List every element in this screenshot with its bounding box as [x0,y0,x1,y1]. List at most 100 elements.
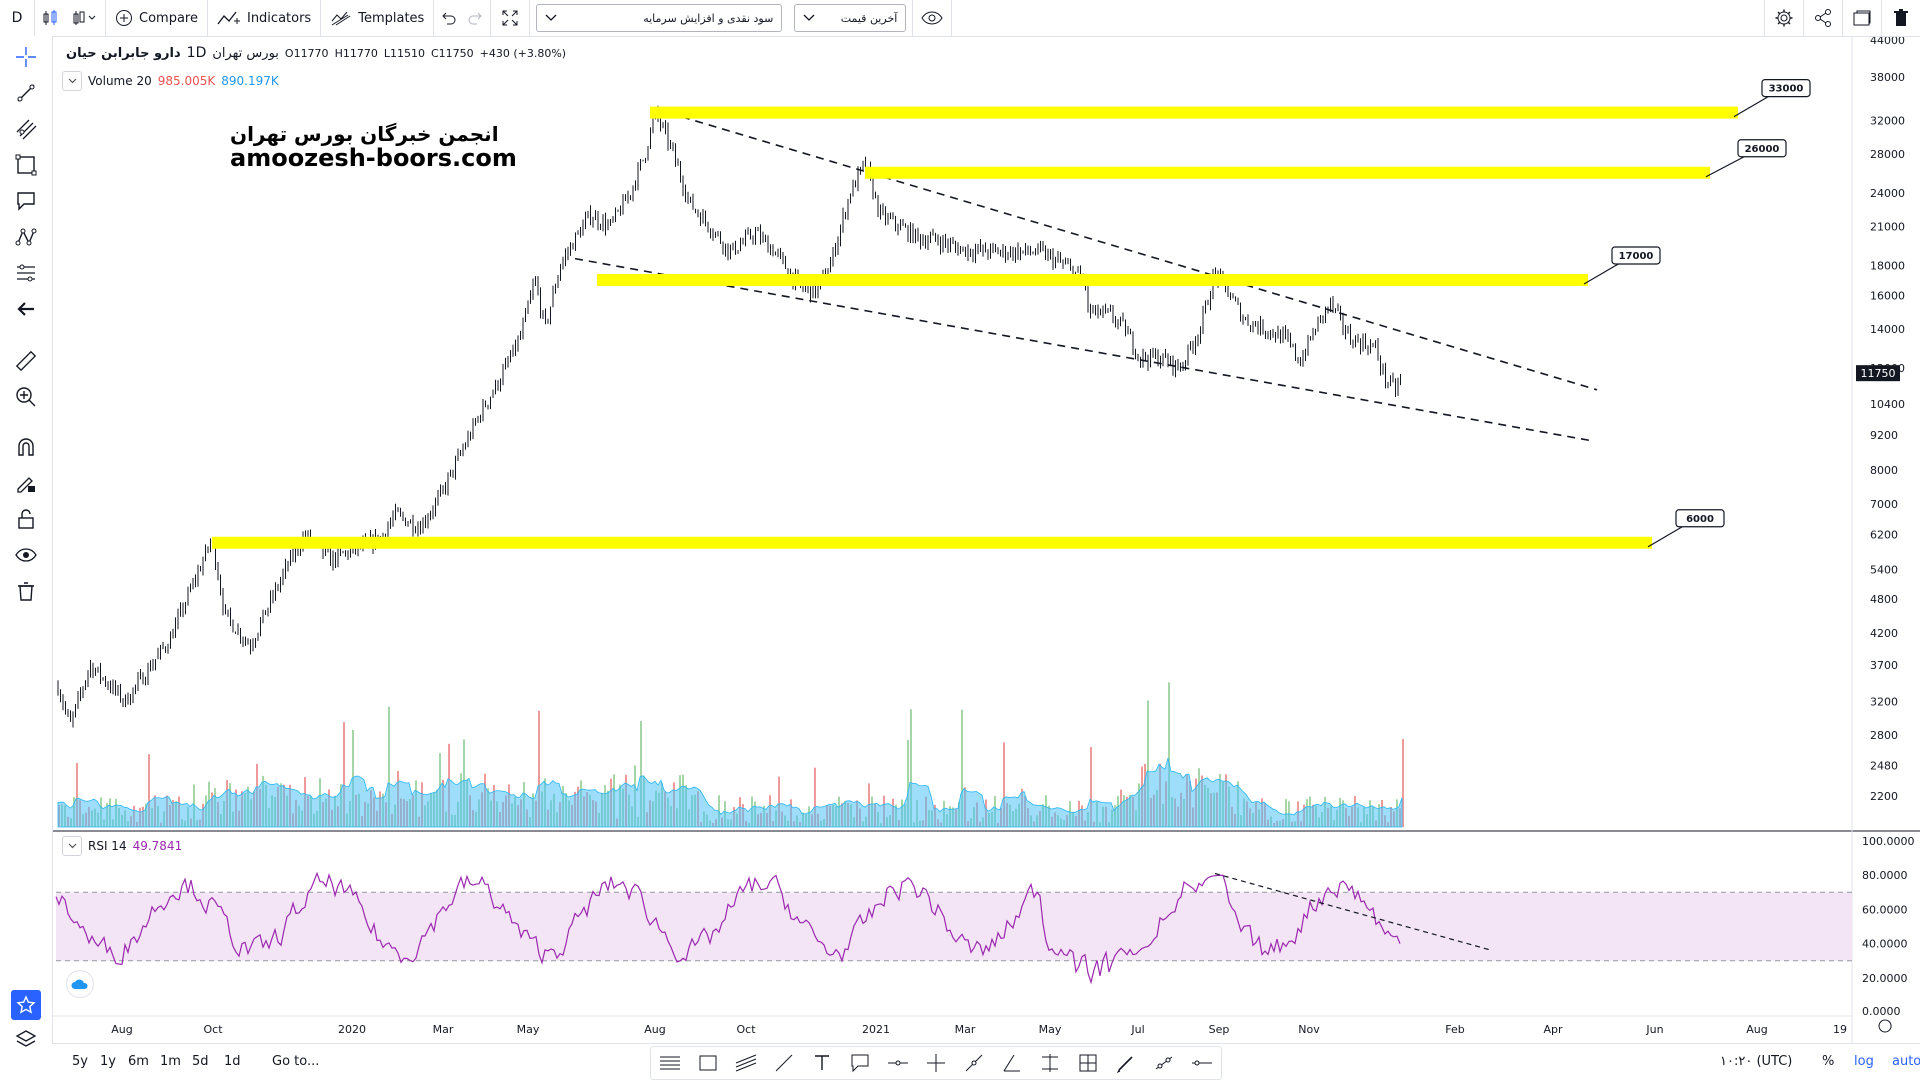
interval-label: D [11,10,23,26]
range-1m[interactable]: 1m [160,1054,181,1069]
lock-tool[interactable] [13,506,39,532]
layers-icon [15,1030,37,1047]
rsi-tick-label: 100.0000 [1862,835,1915,848]
rsi-legend: RSI 14 49.7841 [62,836,182,856]
trash-icon [18,582,34,601]
object-tree-button[interactable] [13,1026,39,1052]
remove-drawings-tool[interactable] [13,578,39,604]
hlines-tool[interactable] [651,1047,689,1079]
price-tick-label: 4200 [1870,627,1898,640]
price-range-icon [1042,1054,1058,1072]
time-tick-label: Sep [1209,1023,1230,1036]
settings-button[interactable] [1764,0,1803,36]
text-icon [815,1055,829,1070]
rectangle-tool[interactable] [13,152,39,178]
horizontal-lines-icon [660,1056,680,1070]
pattern-tool[interactable] [13,224,39,250]
symbol-name[interactable]: دارو جابرابن حیان [66,45,181,61]
templates-button[interactable]: Templates [321,0,435,36]
volume-label[interactable]: Volume 20 [88,74,152,88]
chevron-down-icon [545,14,557,21]
volume-bar [814,767,816,827]
range-5d[interactable]: 5d [192,1054,209,1069]
percent-toggle[interactable]: % [1822,1054,1835,1069]
magnet-tool[interactable] [13,434,39,460]
price-type-select[interactable]: آخرین قیمت [794,4,907,32]
ruler-tool[interactable] [13,348,39,374]
share-button[interactable] [1803,0,1842,36]
visibility-button[interactable] [912,0,953,36]
legend-low: L11510 [383,46,425,60]
line-tool[interactable] [765,1047,803,1079]
range-1y[interactable]: 1y [100,1054,116,1069]
ruler-icon [15,350,37,372]
back-tool[interactable] [13,296,39,322]
goto-button[interactable]: Go to... [272,1054,320,1069]
extended-line-tool[interactable] [1183,1047,1221,1079]
snapshot-icon [1853,10,1871,26]
rsi-label[interactable]: RSI 14 [88,839,127,853]
volume-bar [388,706,390,827]
fullscreen-button[interactable] [491,0,531,36]
rect-tool[interactable] [689,1047,727,1079]
auto-toggle[interactable]: auto [1892,1054,1920,1069]
favorites-button[interactable] [11,990,41,1020]
tv-logo-button[interactable] [66,970,94,998]
snapshot-button[interactable] [1842,0,1881,36]
range-1d[interactable]: 1d [224,1054,241,1069]
time-tick-label: Aug [1746,1023,1767,1036]
price-tick-label: 21000 [1870,221,1905,234]
price-tick-label: 3200 [1870,695,1898,708]
cross-tool[interactable] [917,1047,955,1079]
price-tick-label: 5400 [1870,563,1898,576]
pencil-tool[interactable] [1107,1047,1145,1079]
redo-button[interactable] [462,0,492,36]
compare-button[interactable]: Compare [106,0,208,36]
fib-tool[interactable] [727,1047,765,1079]
interval-button[interactable]: D [0,0,35,36]
trendline-tool[interactable] [13,80,39,106]
date-range-tool[interactable] [1069,1047,1107,1079]
price-tick-label: 32000 [1870,114,1905,127]
hide-drawings-tool[interactable] [13,542,39,568]
lock-drawings-tool[interactable] [13,470,39,496]
chart-style-button[interactable] [35,0,65,36]
axis-settings-icon [1878,1019,1892,1033]
range-5y[interactable]: 5y [72,1054,88,1069]
volume-value-1: 985.005K [157,74,216,88]
hline-tool[interactable] [879,1047,917,1079]
ray-tool[interactable] [1145,1047,1183,1079]
pitchfork-tool[interactable] [13,116,39,142]
bar-style-button[interactable] [65,0,106,36]
angle-icon [1003,1054,1020,1072]
crosshair-tool[interactable] [13,44,39,70]
time-tick-label: Oct [736,1023,756,1036]
path-tool[interactable] [955,1047,993,1079]
remove-button[interactable] [1881,0,1920,36]
zoom-tool[interactable] [13,384,39,410]
log-toggle[interactable]: log [1854,1054,1874,1069]
collapse-legend-button[interactable] [62,71,82,91]
timezone-button[interactable]: ۱۰:۲۰ (UTC) [1720,1054,1793,1069]
range-6m[interactable]: 6m [128,1054,149,1069]
extended-line-icon [1192,1060,1212,1066]
templates-icon [331,11,351,26]
callout-tool[interactable] [13,188,39,214]
indicators-button[interactable]: Indicators [208,0,322,36]
range-tool[interactable] [1031,1047,1069,1079]
rsi-tick-label: 20.0000 [1862,972,1908,985]
undo-button[interactable] [434,0,462,36]
note-tool[interactable] [841,1047,879,1079]
text-tool[interactable] [803,1047,841,1079]
collapse-rsi-button[interactable] [62,836,82,856]
measure-range-tool[interactable] [13,260,39,286]
dividends-select[interactable]: سود نقدی و افزایش سرمایه [536,4,783,32]
bar-style-icon [73,11,96,25]
level-band [212,536,1652,549]
pitchfork-icon [16,119,37,140]
volume-bar [1003,742,1005,827]
angle-tool[interactable] [993,1047,1031,1079]
cloud-icon [71,979,88,989]
callout-icon [851,1054,869,1073]
